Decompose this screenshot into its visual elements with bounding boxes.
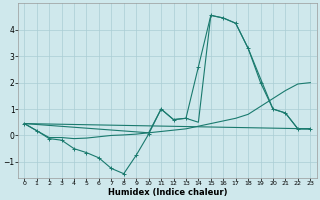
X-axis label: Humidex (Indice chaleur): Humidex (Indice chaleur) <box>108 188 227 197</box>
